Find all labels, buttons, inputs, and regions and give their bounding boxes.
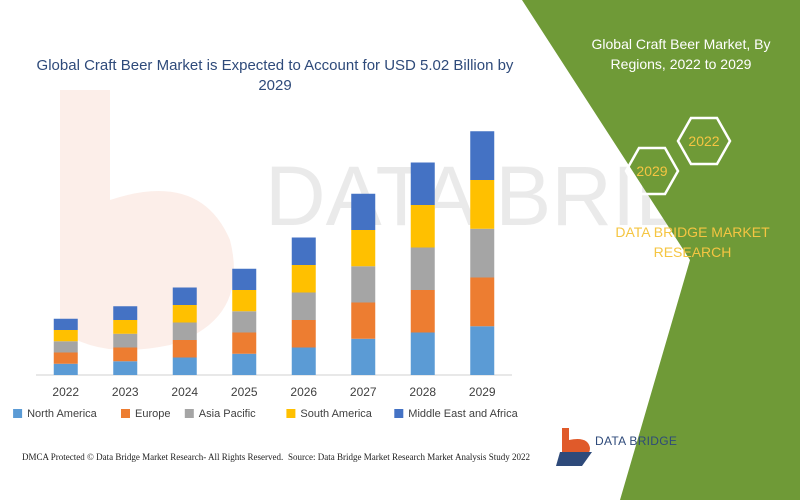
bar-2024-series-3 [172, 305, 197, 323]
bar-2022-series-3 [53, 330, 78, 342]
legend-swatch-3 [286, 409, 296, 418]
bar-2029-series-4 [470, 131, 495, 180]
legend-label-3: South America [300, 408, 372, 420]
legend-label-4: Middle East and Africa [408, 408, 518, 420]
x-tick-label: 2022 [52, 385, 79, 399]
legend-swatch-0 [13, 409, 23, 418]
bar-2025-series-1 [232, 332, 257, 354]
panel-title: Global Craft Beer Market, By Regions, 20… [591, 36, 771, 72]
legend-swatch-1 [121, 409, 130, 418]
right-panel [522, 0, 800, 500]
bar-2022-series-4 [53, 318, 78, 330]
bar-2025-series-3 [232, 290, 257, 312]
bar-2029-series-3 [470, 180, 495, 229]
bar-2025-series-4 [232, 268, 257, 290]
bar-2023-series-4 [113, 306, 138, 320]
logo-text: DATA BRIDGE [595, 434, 678, 448]
bar-2024-series-4 [172, 287, 197, 305]
bar-2025-series-2 [232, 311, 257, 333]
bar-2026-series-0 [291, 347, 316, 375]
bar-2029-series-1 [470, 277, 495, 327]
x-tick-label: 2026 [290, 385, 317, 399]
bar-2027-series-2 [351, 266, 376, 303]
x-tick-label: 2027 [350, 385, 377, 399]
x-tick-label: 2025 [231, 385, 258, 399]
legend-label-2: Asia Pacific [199, 408, 256, 420]
bar-2024-series-1 [172, 340, 197, 358]
bar-2022-series-0 [53, 363, 78, 375]
bar-2023-series-2 [113, 333, 138, 348]
bar-2028-series-3 [410, 205, 435, 248]
bar-2022-series-1 [53, 352, 78, 364]
footer-copyright: DMCA Protected © Data Bridge Market Rese… [22, 452, 284, 462]
bar-2029-series-0 [470, 326, 495, 375]
data-bridge-logo-icon [556, 428, 592, 466]
bar-2027-series-4 [351, 193, 376, 230]
legend: North America Europe Asia Pacific South Ame… [13, 408, 519, 420]
bar-2022-series-2 [53, 341, 78, 353]
x-tick-label: 2029 [469, 385, 496, 399]
bar-2028-series-4 [410, 162, 435, 205]
bar-2026-series-2 [291, 292, 316, 320]
bar-2023-series-0 [113, 361, 138, 375]
bar-2024-series-0 [172, 357, 197, 375]
footer-source: Source: Data Bridge Market Research Mark… [288, 452, 530, 462]
bar-2028-series-1 [410, 290, 435, 333]
bar-2023-series-3 [113, 320, 138, 334]
bar-2026-series-3 [291, 265, 316, 293]
bar-2025-series-0 [232, 353, 257, 375]
x-tick-label: 2028 [409, 385, 436, 399]
bar-2027-series-0 [351, 338, 376, 375]
legend-label-0: North America [27, 408, 98, 420]
bar-2027-series-3 [351, 230, 376, 267]
bar-2026-series-1 [291, 320, 316, 348]
bar-2026-series-4 [291, 237, 316, 265]
legend-label-1: Europe [135, 408, 170, 420]
legend-swatch-2 [184, 409, 194, 418]
bar-2029-series-2 [470, 228, 495, 278]
x-tick-label: 2024 [171, 385, 198, 399]
bars-group [53, 131, 495, 375]
bar-2023-series-1 [113, 347, 138, 362]
bar-2024-series-2 [172, 322, 197, 340]
brand-text: DATA BRIDGE MARKET RESEARCH [615, 224, 770, 260]
hexagon-2022-icon [676, 116, 732, 166]
chart-title: Global Craft Beer Market is Expected to … [36, 57, 514, 94]
x-tick-label: 2023 [112, 385, 139, 399]
x-tick-labels: 2022 2023 2024 2025 2026 2027 2028 2029 [52, 385, 496, 399]
hexagon-2029-icon [624, 146, 680, 196]
legend-swatch-4 [394, 409, 404, 418]
bar-2028-series-2 [410, 247, 435, 290]
hexagon-year-2022: 2022 [688, 133, 719, 149]
hexagon-year-2029: 2029 [636, 163, 667, 179]
bar-2027-series-1 [351, 302, 376, 339]
bar-2028-series-0 [410, 332, 435, 375]
